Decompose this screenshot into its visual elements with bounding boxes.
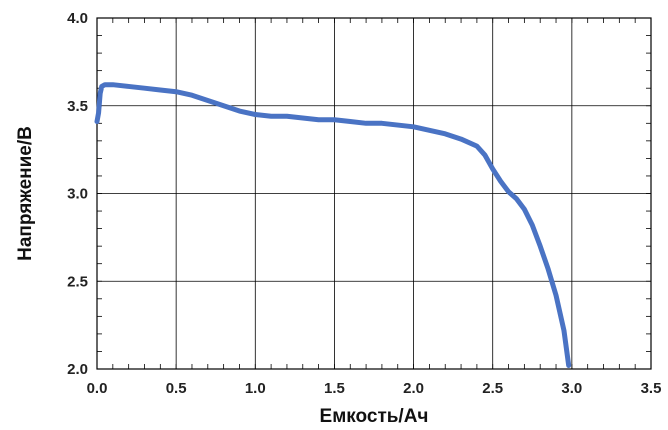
x-tick-label: 1.5 — [324, 380, 345, 397]
y-tick-label: 2.0 — [67, 361, 88, 378]
x-axis-tick-labels: 0.0 0.5 1.0 1.5 2.0 2.5 3.0 3.5 — [87, 380, 662, 397]
x-tick-label: 3.5 — [641, 380, 662, 397]
y-axis-title: Напряжение/В — [15, 126, 36, 261]
x-tick-label: 0.0 — [87, 380, 108, 397]
x-tick-label: 2.0 — [403, 380, 424, 397]
plot-area-frame — [96, 17, 652, 370]
series-line — [94, 82, 572, 368]
x-axis-title: Емкость/Ач — [320, 406, 429, 427]
y-tick-label: 2.5 — [67, 273, 88, 290]
y-axis-tick-labels: 2.0 2.5 3.0 3.5 4.0 — [67, 10, 88, 378]
x-tick-label: 3.0 — [561, 380, 582, 397]
x-tick-label: 0.5 — [166, 380, 187, 397]
y-tick-label: 4.0 — [67, 10, 88, 27]
data-series-layer — [94, 82, 572, 368]
y-tick-label: 3.5 — [67, 98, 88, 115]
x-tick-label: 1.0 — [245, 380, 266, 397]
y-tick-label: 3.0 — [67, 186, 88, 203]
grid — [96, 17, 652, 370]
x-tick-label: 2.5 — [482, 380, 503, 397]
